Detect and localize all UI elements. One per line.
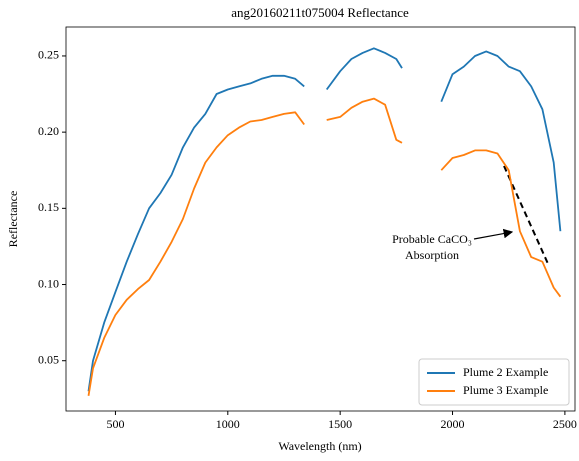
- legend-label: Plume 3 Example: [463, 383, 548, 397]
- series-line: [87, 47, 562, 392]
- y-tick-label: 0.10: [38, 276, 59, 290]
- legend-box: [418, 358, 570, 406]
- x-tick-label: 2000: [441, 417, 465, 431]
- x-tick-label: 1000: [216, 417, 240, 431]
- absorption-line: [503, 165, 550, 267]
- x-axis-label: Wavelength (nm): [278, 439, 361, 453]
- x-tick-label: 2500: [553, 417, 577, 431]
- annotation: Probable CaCO₃: [392, 232, 472, 246]
- y-axis-label: Reflectance: [6, 191, 20, 248]
- y-tick-label: 0.15: [38, 200, 59, 214]
- y-tick-label: 0.20: [38, 124, 59, 138]
- x-tick-label: 500: [106, 417, 124, 431]
- plot-frame: [65, 26, 576, 412]
- x-tick-label: 1500: [328, 417, 352, 431]
- y-tick-label: 0.05: [38, 352, 59, 366]
- y-tick-label: 0.25: [38, 48, 59, 62]
- annotation: Absorption: [405, 248, 459, 262]
- chart-title: ang20160211t075004 Reflectance: [231, 5, 409, 20]
- annotation-arrow: [473, 228, 514, 240]
- series-line: [87, 97, 562, 396]
- legend-label: Plume 2 Example: [463, 365, 548, 379]
